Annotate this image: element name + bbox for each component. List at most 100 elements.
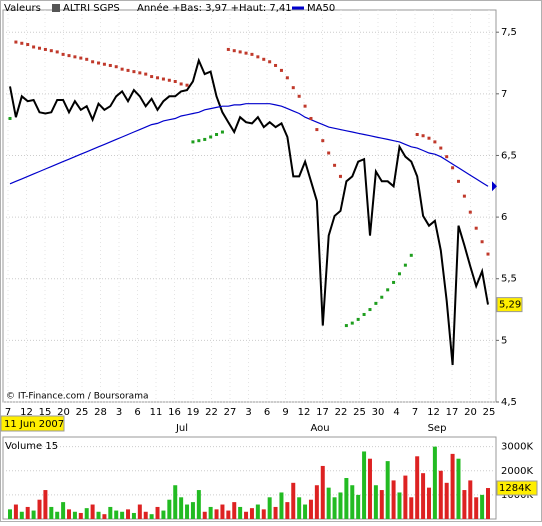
- volume-bar: [143, 511, 148, 519]
- sar-dot: [250, 52, 254, 56]
- volume-bar: [137, 504, 142, 519]
- sar-dot: [203, 137, 207, 141]
- volume-bar: [279, 492, 284, 519]
- volume-bar: [432, 446, 437, 519]
- volume-bar: [297, 497, 302, 519]
- sar-dot: [197, 139, 201, 143]
- volume-bar: [468, 480, 473, 519]
- sar-dot: [350, 321, 354, 325]
- sar-dot: [462, 194, 466, 198]
- x-tick-label: 22: [205, 407, 218, 418]
- month-label: Jul: [175, 423, 188, 434]
- sar-dot: [61, 52, 65, 56]
- volume-bar: [220, 504, 225, 519]
- sar-dot: [97, 61, 101, 65]
- volume-bar: [409, 497, 414, 519]
- sar-dot: [150, 75, 154, 79]
- sar-dot: [380, 295, 384, 299]
- volume-bar: [96, 511, 101, 519]
- sar-dot: [338, 174, 342, 178]
- x-tick-label: 12: [20, 407, 33, 418]
- sar-dot: [191, 140, 195, 144]
- volume-bar: [202, 511, 207, 519]
- price-panel: [2, 9, 497, 403]
- marks: [8, 40, 490, 519]
- x-tick-label: 20: [57, 407, 70, 418]
- sar-dot: [356, 317, 360, 321]
- volume-bar: [114, 510, 119, 519]
- x-tick-label: 19: [187, 407, 200, 418]
- volume-bar: [344, 478, 349, 519]
- volume-bar: [214, 509, 219, 519]
- x-tick-label: 17: [446, 407, 459, 418]
- x-tick-label: 7: [5, 407, 11, 418]
- x-tick-label: 6: [264, 407, 270, 418]
- volume-bar: [403, 475, 408, 519]
- sar-dot: [167, 78, 171, 82]
- volume-bar: [131, 512, 136, 519]
- x-tick-label: 22: [335, 407, 348, 418]
- volume-bar: [232, 502, 237, 519]
- volume-bar: [373, 485, 378, 519]
- volume-bar: [332, 497, 337, 519]
- sar-dot: [209, 135, 213, 139]
- sar-dot: [486, 252, 490, 256]
- volume-bar: [356, 494, 361, 519]
- legend-entry: MA50: [307, 3, 335, 14]
- sar-dot: [120, 67, 124, 71]
- sar-dot: [55, 50, 59, 54]
- sar-dot: [138, 71, 142, 75]
- sar-dot: [297, 94, 301, 98]
- volume-bar: [37, 499, 42, 519]
- volume-bar: [149, 514, 154, 519]
- legend-header: Valeurs: [4, 3, 41, 14]
- volume-bar: [190, 502, 195, 519]
- volume-bar: [367, 458, 372, 519]
- x-tick-label: 6: [134, 407, 140, 418]
- sar-dot: [161, 77, 165, 81]
- volume-bar: [43, 490, 48, 519]
- sar-dot: [409, 253, 413, 257]
- sar-dot: [439, 146, 443, 150]
- volume-bar: [379, 490, 384, 519]
- sar-dot: [397, 272, 401, 276]
- volume-bar: [13, 504, 18, 519]
- volume-bar: [338, 492, 343, 519]
- legend-entry: ALTRI SGPS: [63, 3, 120, 14]
- y-tick-label: 5,5: [501, 274, 517, 285]
- volume-bar: [474, 497, 479, 519]
- sar-dot: [185, 83, 189, 87]
- volume-bar: [208, 506, 213, 519]
- sar-dot: [49, 49, 53, 53]
- sar-dot: [309, 116, 313, 120]
- x-tick-label: 28: [94, 407, 107, 418]
- volume-bar: [255, 504, 260, 519]
- date-label: 11 Jun 2007: [4, 419, 64, 430]
- volume-bar: [102, 514, 107, 519]
- sar-dot: [274, 63, 278, 67]
- x-tick-label: 20: [464, 407, 477, 418]
- volume-bar: [391, 480, 396, 519]
- sar-dot: [415, 133, 419, 137]
- volume-bar: [244, 511, 249, 519]
- x-tick-label: 4: [393, 407, 399, 418]
- sar-dot: [8, 116, 12, 120]
- sar-dot: [79, 56, 83, 60]
- x-tick-label: 25: [483, 407, 496, 418]
- sar-dot: [291, 86, 295, 90]
- y-tick-label: 3000K: [501, 442, 533, 453]
- volume-bar: [438, 470, 443, 519]
- volume-bar: [261, 509, 266, 519]
- sar-dot: [256, 55, 260, 59]
- y-tick-label: 7: [501, 89, 507, 100]
- volume-bar: [19, 511, 24, 519]
- volume-bar: [61, 502, 66, 519]
- y-tick-label: 5: [501, 335, 507, 346]
- sar-dot: [85, 57, 89, 61]
- volume-bar: [226, 510, 231, 519]
- sar-dot: [474, 226, 478, 230]
- sar-dot: [403, 263, 407, 267]
- ma-marker: [492, 181, 497, 192]
- volume-bar: [303, 504, 308, 519]
- volume-bar: [155, 506, 160, 519]
